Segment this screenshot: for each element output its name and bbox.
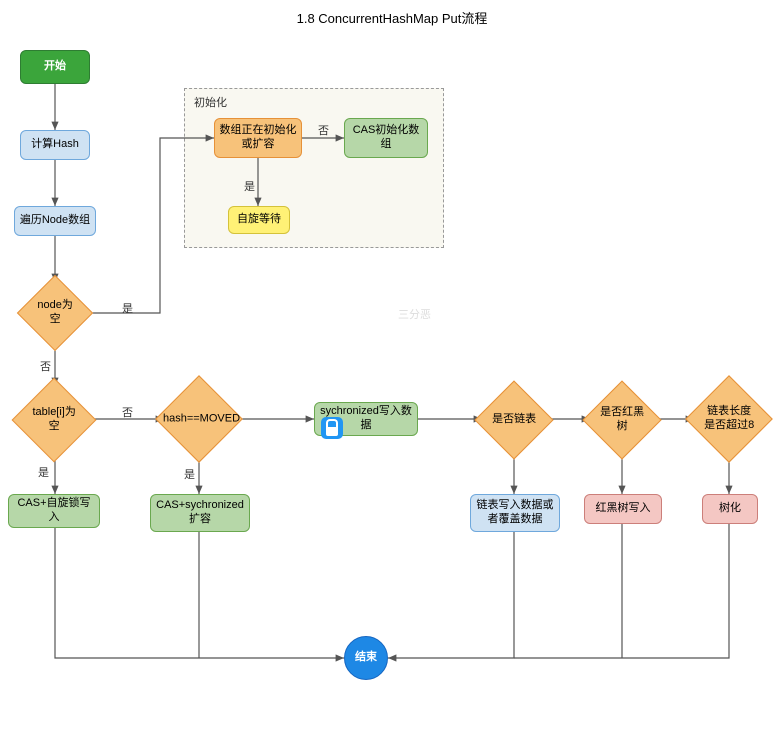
node-tableNull: table[i]为空 bbox=[12, 378, 97, 463]
node-treeify: 树化 bbox=[702, 494, 758, 524]
page-title: 1.8 ConcurrentHashMap Put流程 bbox=[0, 8, 784, 27]
node-casSpin: CAS+自旋锁写入 bbox=[8, 494, 100, 528]
node-initOrResize: 数组正在初始化或扩容 bbox=[214, 118, 302, 158]
node-end: 结束 bbox=[344, 636, 388, 680]
node-syncWrite: sychronized写入数据 bbox=[314, 402, 418, 436]
edge-label-tableNull_yes: 是 bbox=[38, 464, 49, 480]
node-calcHash: 计算Hash bbox=[20, 130, 90, 160]
node-start: 开始 bbox=[20, 50, 90, 84]
lock-icon bbox=[321, 417, 343, 439]
node-iterNode: 遍历Node数组 bbox=[14, 206, 96, 236]
node-nodeNull: node为空 bbox=[17, 275, 93, 351]
node-listWrite: 链表写入数据或者覆盖数据 bbox=[470, 494, 560, 532]
edge-label-initOrResize_yes: 是 bbox=[244, 178, 255, 194]
edge-label-nodeNull_yes: 是 bbox=[122, 300, 133, 316]
node-spinWait: 自旋等待 bbox=[228, 206, 290, 234]
edge-label-tableNull_no: 否 bbox=[122, 404, 133, 420]
node-rbWrite: 红黑树写入 bbox=[584, 494, 662, 524]
node-isRBTree: 是否红黑树 bbox=[582, 380, 661, 459]
edge-label-hashMoved_yes: 是 bbox=[184, 466, 195, 482]
init-panel bbox=[184, 88, 444, 248]
node-hashMoved: hash==MOVED bbox=[155, 375, 243, 463]
node-listLen8: 链表长度是否超过8 bbox=[685, 375, 773, 463]
init-panel-label: 初始化 bbox=[194, 94, 227, 110]
edge-label-initOrResize_no: 否 bbox=[318, 122, 329, 138]
node-isList: 是否链表 bbox=[474, 380, 553, 459]
node-casSync: CAS+sychronized扩容 bbox=[150, 494, 250, 532]
edge-label-nodeNull_no: 否 bbox=[40, 358, 51, 374]
node-casInit: CAS初始化数组 bbox=[344, 118, 428, 158]
watermark: 三分恶 bbox=[398, 306, 431, 322]
